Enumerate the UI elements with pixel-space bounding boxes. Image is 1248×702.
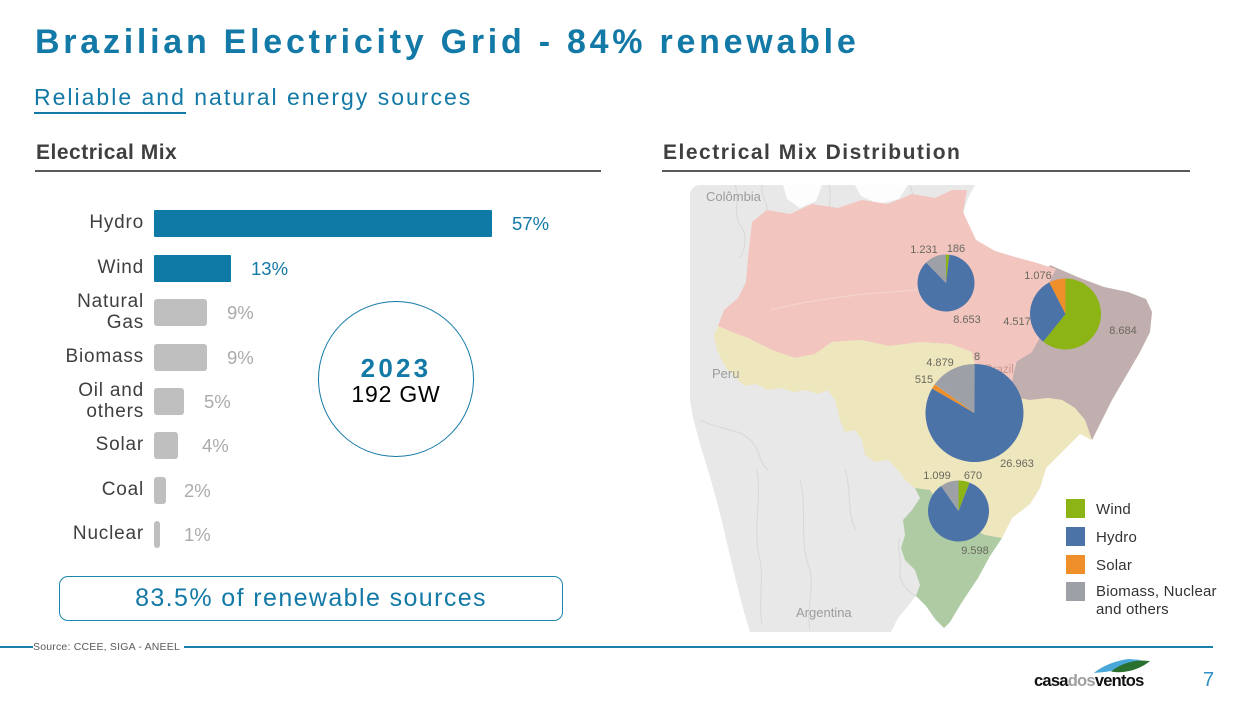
svg-text:4.879: 4.879 xyxy=(926,357,954,369)
svg-text:1.099: 1.099 xyxy=(923,470,951,482)
svg-text:670: 670 xyxy=(964,470,982,482)
svg-text:9.598: 9.598 xyxy=(961,545,989,557)
svg-text:1.231: 1.231 xyxy=(910,244,938,256)
svg-text:8.684: 8.684 xyxy=(1109,325,1137,337)
svg-text:515: 515 xyxy=(915,374,933,386)
svg-text:26.963: 26.963 xyxy=(1000,458,1034,470)
svg-text:Argentina: Argentina xyxy=(796,605,852,620)
svg-text:8: 8 xyxy=(974,351,980,363)
svg-text:8.653: 8.653 xyxy=(953,314,981,326)
svg-text:Colômbia: Colômbia xyxy=(706,189,762,204)
svg-text:4.517: 4.517 xyxy=(1003,316,1031,328)
svg-text:186: 186 xyxy=(947,243,965,255)
svg-text:Peru: Peru xyxy=(712,366,739,381)
svg-text:1.076: 1.076 xyxy=(1024,270,1052,282)
